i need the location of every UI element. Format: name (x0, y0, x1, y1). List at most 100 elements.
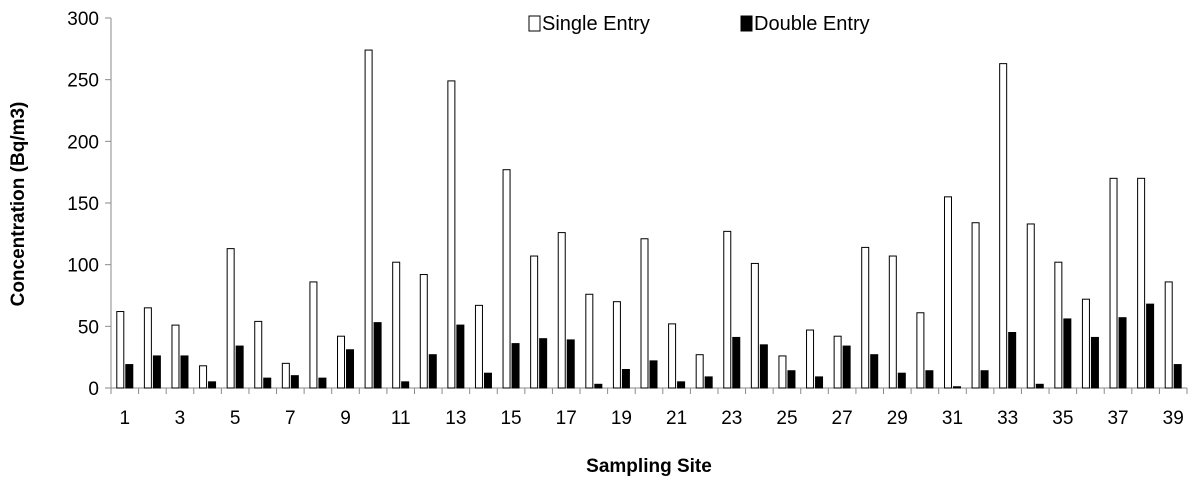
bar-double-entry (815, 376, 824, 389)
x-tick-label: 17 (556, 408, 577, 429)
bar-double-entry (318, 377, 327, 389)
legend-label-double-entry: Double Entry (754, 13, 870, 35)
x-tick-label: 39 (1163, 408, 1184, 429)
bar-double-entry (401, 381, 410, 389)
bar-double-entry (1118, 317, 1127, 389)
y-tick-label: 250 (67, 71, 99, 92)
legend-swatch-single-entry (528, 15, 541, 32)
bar-single-entry (806, 329, 815, 389)
bar-double-entry (235, 345, 244, 389)
bar-single-entry (226, 248, 235, 389)
bar-single-entry (199, 365, 208, 389)
bar-double-entry (925, 370, 934, 389)
bar-single-entry (1164, 281, 1173, 389)
legend-label-single-entry: Single Entry (542, 13, 650, 35)
bar-single-entry (723, 230, 732, 389)
bar-double-entry (346, 349, 355, 389)
bar-single-entry (585, 293, 594, 389)
bar-single-entry (447, 80, 456, 389)
bars (116, 49, 1182, 389)
x-tick-label: 19 (611, 408, 632, 429)
y-axis-title: Concentration (Bq/m3) (8, 102, 29, 307)
bar-single-entry (1026, 223, 1035, 389)
bar-single-entry (1137, 177, 1146, 389)
x-tick-label: 9 (340, 408, 351, 429)
legend-swatch-double-entry (740, 15, 753, 32)
bar-double-entry (180, 355, 189, 389)
y-tick-label: 0 (88, 379, 99, 400)
bar-single-entry (254, 320, 263, 389)
bar-single-entry (612, 301, 621, 389)
bar-single-entry (309, 281, 318, 389)
bar-single-entry (1109, 177, 1118, 389)
bar-double-entry (1008, 332, 1017, 389)
bar-single-entry (971, 222, 980, 389)
y-tick-label: 300 (67, 9, 99, 30)
x-tick-label: 13 (445, 408, 466, 429)
bar-double-entry (732, 336, 741, 389)
bar-double-entry (787, 370, 796, 389)
bar-double-entry (1146, 303, 1155, 389)
x-tick-label: 29 (887, 408, 908, 429)
bar-double-entry (1063, 318, 1072, 389)
y-tick-label: 200 (67, 132, 99, 153)
bar-double-entry (483, 372, 492, 389)
x-tick-label: 31 (942, 408, 963, 429)
bar-double-entry (152, 355, 161, 389)
bar-double-entry (456, 324, 465, 389)
bar-single-entry (778, 355, 787, 389)
x-tick-label: 25 (776, 408, 797, 429)
bar-single-entry (474, 304, 483, 389)
x-tick-label: 7 (285, 408, 296, 429)
y-tick-label: 150 (67, 194, 99, 215)
x-tick-label: 15 (500, 408, 521, 429)
bar-single-entry (861, 246, 870, 389)
bar-double-entry (1035, 383, 1044, 389)
x-tick-label: 21 (666, 408, 687, 429)
x-tick-label: 3 (175, 408, 186, 429)
legend: Single Entry Double Entry (528, 13, 870, 35)
y-axis: 0 50 100 150 200 250 300 (67, 9, 112, 400)
x-tick-label: 1 (120, 408, 131, 429)
bar-single-entry (364, 49, 373, 389)
x-tick-label: 35 (1052, 408, 1073, 429)
bar-single-entry (419, 274, 428, 389)
bar-single-entry (750, 262, 759, 389)
bar-double-entry (870, 354, 879, 389)
bar-double-entry (594, 383, 603, 389)
x-axis-title: Sampling Site (586, 456, 712, 477)
bar-single-entry (502, 169, 511, 389)
x-axis: 1 3 5 7 9 11 13 15 17 19 21 23 25 27 29 31 33 35 37 39 (110, 387, 1188, 429)
bar-single-entry (668, 323, 677, 389)
bar-double-entry (263, 377, 272, 389)
y-tick-label: 100 (67, 256, 99, 277)
bar-single-entry (281, 362, 290, 389)
bar-double-entry (677, 381, 686, 389)
bar-double-entry (539, 338, 548, 389)
x-tick-label: 5 (230, 408, 241, 429)
bar-single-entry (1081, 298, 1090, 389)
x-tick-label: 33 (997, 408, 1018, 429)
bar-single-entry (833, 335, 842, 389)
bar-single-entry (557, 232, 566, 389)
bar-double-entry (897, 372, 906, 389)
bar-single-entry (171, 324, 180, 389)
bar-single-entry (1054, 261, 1063, 389)
bar-single-entry (337, 335, 346, 389)
bar-single-entry (999, 63, 1008, 389)
bar-double-entry (952, 386, 961, 389)
bar-double-entry (428, 354, 437, 389)
bar-double-entry (621, 369, 630, 389)
bar-single-entry (695, 354, 704, 389)
bar-single-entry (640, 238, 649, 389)
bar-double-entry (125, 364, 134, 389)
bar-double-entry (842, 345, 851, 389)
bar-single-entry (143, 307, 152, 389)
bar-double-entry (208, 381, 217, 389)
bar-single-entry (392, 261, 401, 389)
bar-double-entry (759, 344, 768, 389)
bar-double-entry (704, 376, 713, 389)
bar-single-entry (943, 196, 952, 389)
x-tick-label: 23 (721, 408, 742, 429)
